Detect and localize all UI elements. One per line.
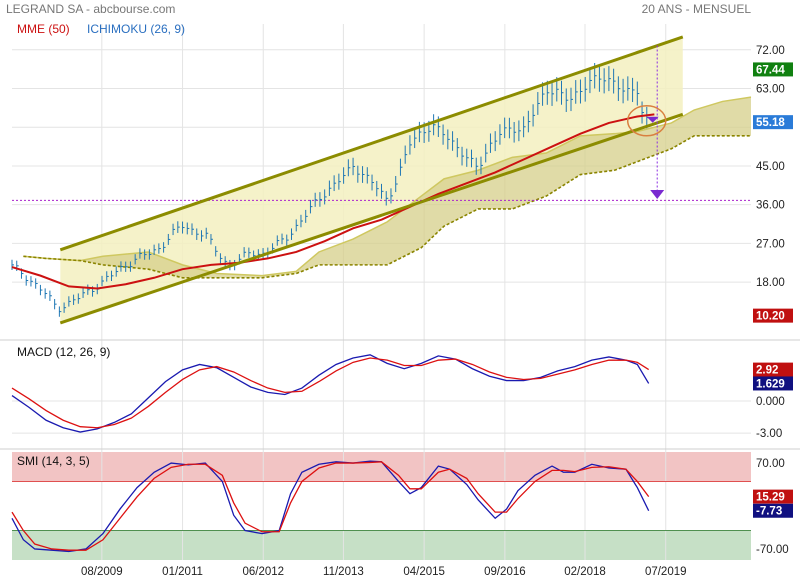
mme-line	[11, 113, 655, 290]
signal-arrow-icon	[646, 116, 659, 123]
chart-title: LEGRAND SA - abcbourse.com	[6, 2, 175, 16]
value-badge	[753, 489, 793, 504]
legend-smi: SMI (14, 3, 5)	[17, 454, 90, 468]
legend-mme: MME (50)	[17, 22, 70, 36]
value-badge-label: 55.18	[756, 117, 785, 129]
x-tick-label: 02/2018	[564, 566, 606, 578]
y-tick-label: 36.00	[756, 200, 785, 212]
value-badge-label: 10.20	[756, 311, 785, 323]
value-badge	[753, 115, 793, 130]
y-tick-label: -70.00	[756, 544, 789, 556]
value-badge	[753, 376, 793, 391]
smi-oversold-zone	[12, 530, 751, 560]
x-tick-label: 08/2009	[81, 566, 123, 578]
value-badge-label: -7.73	[756, 506, 782, 518]
x-tick-label: 01/2011	[162, 566, 203, 578]
y-tick-label: 18.00	[756, 277, 785, 289]
x-tick-label: 04/2015	[403, 566, 445, 578]
value-badge	[753, 362, 793, 377]
y-tick-label: 45.00	[756, 161, 785, 173]
x-tick-label: 09/2016	[484, 566, 526, 578]
smi-overbought-zone	[12, 452, 751, 482]
y-tick-label: 27.00	[756, 238, 785, 250]
value-badge-label: 67.44	[756, 64, 785, 76]
highlight-circle	[626, 105, 667, 137]
y-tick-label: 72.00	[756, 45, 785, 57]
channel-lower-line	[59, 112, 684, 325]
macd-panel	[11, 354, 650, 433]
target-arrow-icon	[650, 190, 665, 200]
legend-macd: MACD (12, 26, 9)	[17, 345, 110, 359]
macd-line	[11, 354, 650, 433]
value-badge-label: 1.629	[756, 378, 785, 390]
axes-labels: 08/2009 01/2011 06/2012 11/2013 04/2015 09/20…	[0, 45, 800, 578]
x-tick-label: 06/2012	[242, 566, 284, 578]
y-tick-label: 70.00	[756, 458, 785, 470]
ichimoku-span-b	[23, 135, 751, 279]
panel-backgrounds	[12, 452, 751, 560]
value-badge-label: 2.92	[756, 365, 778, 377]
value-badge	[753, 308, 793, 323]
macd-signal-line	[11, 357, 650, 429]
x-tick-label: 11/2013	[323, 566, 364, 578]
channel-upper-line	[59, 35, 684, 252]
smi-signal-line	[11, 461, 650, 551]
y-tick-label: 63.00	[756, 84, 785, 96]
y-tick-label: -3.00	[756, 428, 782, 440]
y-tick-label: 0.000	[756, 396, 785, 408]
smi-panel	[11, 460, 650, 553]
value-badge	[753, 503, 793, 518]
period-label: 20 ANS - MENSUEL	[642, 2, 752, 16]
price-panel	[11, 35, 752, 325]
value-badge-label: 15.29	[756, 492, 785, 504]
legend-ichimoku: ICHIMOKU (26, 9)	[87, 22, 185, 36]
value-badge	[753, 62, 793, 77]
x-tick-label: 07/2019	[645, 566, 687, 578]
